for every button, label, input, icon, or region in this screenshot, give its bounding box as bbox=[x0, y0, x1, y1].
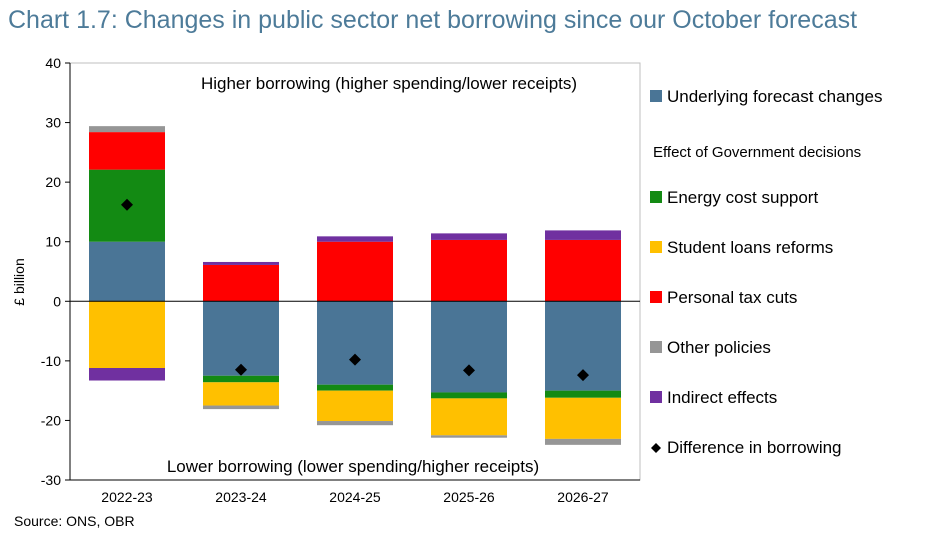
markers-layer bbox=[121, 198, 589, 382]
bar-segment bbox=[545, 397, 621, 439]
y-tick-label: -20 bbox=[41, 412, 61, 428]
bar-segment bbox=[89, 368, 165, 381]
legend-label: Energy cost support bbox=[667, 188, 818, 207]
difference-marker bbox=[349, 353, 361, 366]
difference-marker bbox=[577, 369, 589, 382]
bar-segment bbox=[431, 239, 507, 302]
difference-marker bbox=[121, 198, 133, 211]
bar-segment bbox=[203, 261, 279, 265]
bar-segment bbox=[317, 390, 393, 422]
y-tick-label: 10 bbox=[45, 234, 61, 250]
bar-segment bbox=[431, 392, 507, 399]
legend-swatch bbox=[650, 241, 662, 253]
x-tick-label: 2026-27 bbox=[557, 489, 609, 505]
bar-segment bbox=[317, 421, 393, 426]
higher-borrowing-note: Higher borrowing (higher spending/lower … bbox=[201, 74, 577, 93]
legend: Underlying forecast changes Effect of Gov… bbox=[650, 87, 882, 457]
bar-segment bbox=[431, 233, 507, 240]
legend-label: Student loans reforms bbox=[667, 238, 833, 257]
bar-segment bbox=[317, 301, 393, 385]
y-tick-label: 20 bbox=[45, 174, 61, 190]
lower-borrowing-note: Lower borrowing (lower spending/higher r… bbox=[167, 457, 539, 476]
bar-segment bbox=[545, 230, 621, 240]
legend-swatch bbox=[650, 341, 662, 353]
legend-label: Underlying forecast changes bbox=[667, 87, 882, 106]
bar-segment bbox=[89, 241, 165, 302]
y-tick-label: -10 bbox=[41, 353, 61, 369]
difference-marker bbox=[235, 363, 247, 376]
legend-swatch bbox=[650, 191, 662, 203]
x-tick-label: 2022-23 bbox=[101, 489, 153, 505]
bar-segment bbox=[545, 390, 621, 398]
legend-label: Personal tax cuts bbox=[667, 288, 797, 307]
legend-label: Other policies bbox=[667, 338, 771, 357]
bar-segment bbox=[89, 301, 165, 369]
chart-title: Chart 1.7: Changes in public sector net … bbox=[8, 6, 858, 34]
difference-marker bbox=[463, 364, 475, 377]
y-tick-label: 40 bbox=[45, 55, 61, 71]
x-tick-label: 2023-24 bbox=[215, 489, 267, 505]
legend-marker bbox=[651, 443, 661, 453]
bar-segment bbox=[431, 301, 507, 393]
x-tick-label: 2024-25 bbox=[329, 489, 381, 505]
bar-segment bbox=[203, 405, 279, 410]
y-tick-label: 0 bbox=[53, 293, 61, 309]
legend-swatch bbox=[650, 391, 662, 403]
y-axis-label: £ billion bbox=[11, 258, 27, 305]
bar-segment bbox=[431, 435, 507, 438]
bar-segment bbox=[545, 438, 621, 445]
bar-segment bbox=[431, 398, 507, 436]
y-tick-label: -30 bbox=[41, 472, 61, 488]
x-tick-label: 2025-26 bbox=[443, 489, 495, 505]
bar-segment bbox=[317, 236, 393, 242]
bar-segment bbox=[317, 241, 393, 302]
bar-segment bbox=[203, 264, 279, 302]
axis-layer: -30 -20 -10 0 10 20 30 40 2022-23 2023-24 2024-25 2… bbox=[41, 55, 640, 505]
bar-segment bbox=[203, 375, 279, 383]
legend-swatch bbox=[650, 291, 662, 303]
bar-segment bbox=[89, 126, 165, 133]
bars-layer bbox=[89, 126, 621, 445]
y-tick-label: 30 bbox=[45, 115, 61, 131]
source-note: Source: ONS, OBR bbox=[14, 513, 135, 529]
bar-segment bbox=[545, 239, 621, 302]
legend-swatch bbox=[650, 90, 662, 102]
bar-segment bbox=[203, 301, 279, 376]
legend-label: Indirect effects bbox=[667, 388, 777, 407]
legend-label: Difference in borrowing bbox=[667, 438, 842, 457]
bar-segment bbox=[89, 132, 165, 170]
bar-segment bbox=[203, 382, 279, 406]
bar-segment bbox=[317, 384, 393, 391]
legend-heading: Effect of Government decisions bbox=[653, 144, 861, 161]
